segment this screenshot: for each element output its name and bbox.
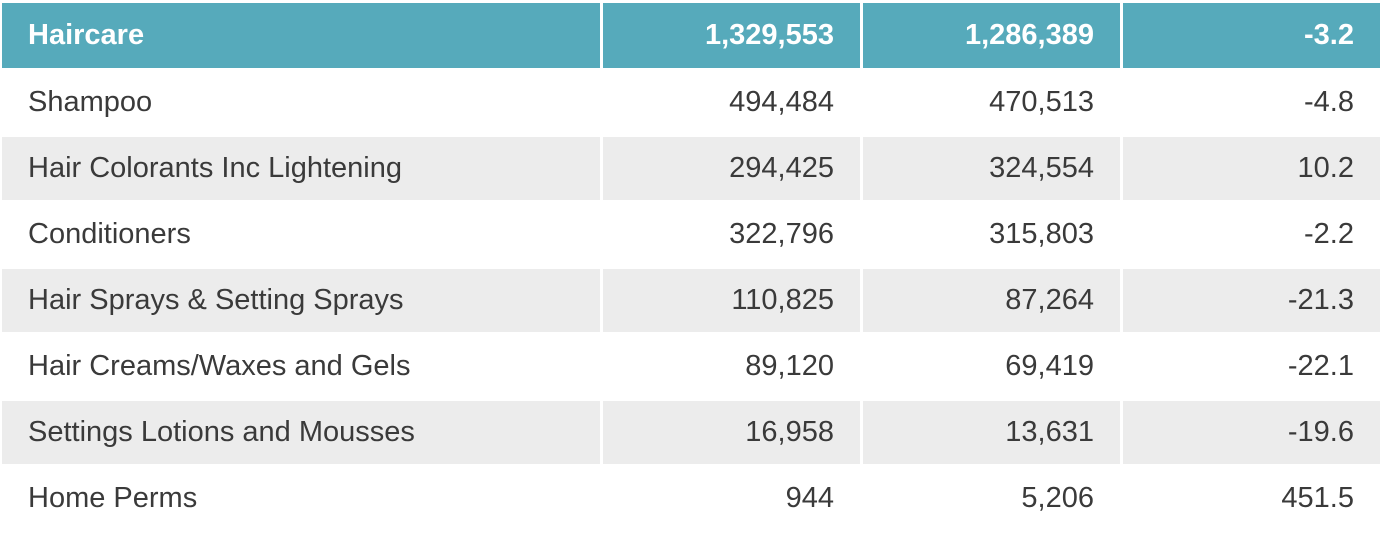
row-value-2: 470,513 <box>860 68 1120 134</box>
row-value-1: 16,958 <box>600 398 860 464</box>
row-value-1: 944 <box>600 464 860 530</box>
header-change: -3.2 <box>1120 3 1380 68</box>
haircare-table: Haircare 1,329,553 1,286,389 -3.2 Shampo… <box>2 3 1380 530</box>
row-value-2: 13,631 <box>860 398 1120 464</box>
row-value-2: 324,554 <box>860 134 1120 200</box>
table-header-row: Haircare 1,329,553 1,286,389 -3.2 <box>2 3 1380 68</box>
row-category: Hair Sprays & Setting Sprays <box>2 266 600 332</box>
table-row: Hair Sprays & Setting Sprays 110,825 87,… <box>2 266 1380 332</box>
row-change: 451.5 <box>1120 464 1380 530</box>
row-value-1: 494,484 <box>600 68 860 134</box>
row-value-2: 87,264 <box>860 266 1120 332</box>
row-value-1: 89,120 <box>600 332 860 398</box>
header-value-2: 1,286,389 <box>860 3 1120 68</box>
row-category: Conditioners <box>2 200 600 266</box>
row-value-1: 322,796 <box>600 200 860 266</box>
row-category: Hair Creams/Waxes and Gels <box>2 332 600 398</box>
row-change: 10.2 <box>1120 134 1380 200</box>
table-row: Settings Lotions and Mousses 16,958 13,6… <box>2 398 1380 464</box>
row-change: -22.1 <box>1120 332 1380 398</box>
row-change: -21.3 <box>1120 266 1380 332</box>
row-value-1: 294,425 <box>600 134 860 200</box>
header-value-1: 1,329,553 <box>600 3 860 68</box>
table-row: Home Perms 944 5,206 451.5 <box>2 464 1380 530</box>
row-change: -19.6 <box>1120 398 1380 464</box>
table-row: Conditioners 322,796 315,803 -2.2 <box>2 200 1380 266</box>
row-value-2: 5,206 <box>860 464 1120 530</box>
row-change: -2.2 <box>1120 200 1380 266</box>
row-value-2: 315,803 <box>860 200 1120 266</box>
table-row: Shampoo 494,484 470,513 -4.8 <box>2 68 1380 134</box>
row-category: Shampoo <box>2 68 600 134</box>
header-category: Haircare <box>2 3 600 68</box>
row-change: -4.8 <box>1120 68 1380 134</box>
row-category: Hair Colorants Inc Lightening <box>2 134 600 200</box>
row-category: Settings Lotions and Mousses <box>2 398 600 464</box>
row-value-2: 69,419 <box>860 332 1120 398</box>
row-category: Home Perms <box>2 464 600 530</box>
table-row: Hair Creams/Waxes and Gels 89,120 69,419… <box>2 332 1380 398</box>
row-value-1: 110,825 <box>600 266 860 332</box>
table-row: Hair Colorants Inc Lightening 294,425 32… <box>2 134 1380 200</box>
